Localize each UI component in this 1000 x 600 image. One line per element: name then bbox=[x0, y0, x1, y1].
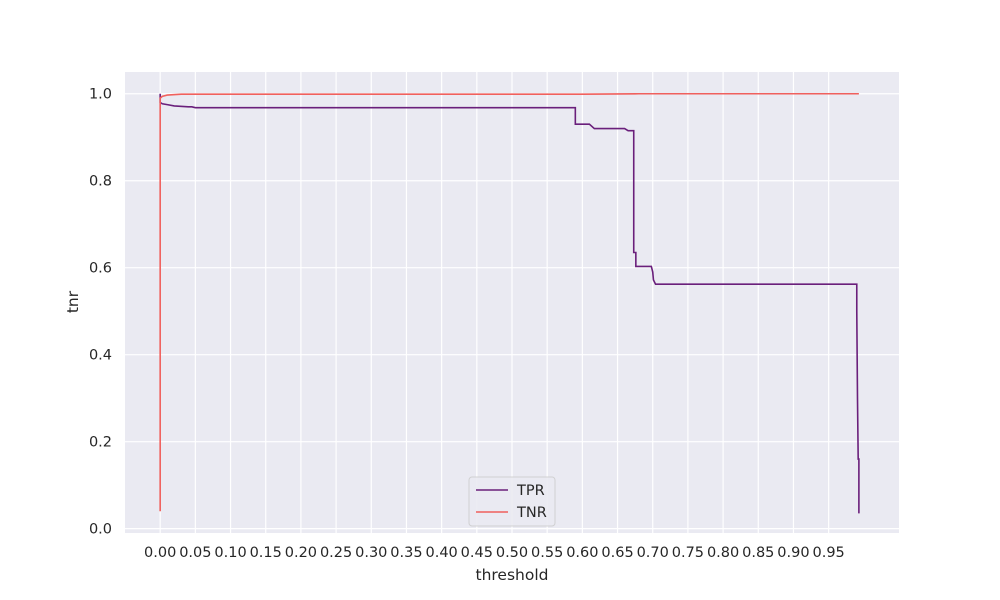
series-line-tpr bbox=[159, 93, 860, 514]
legend: TPR TNR bbox=[468, 476, 556, 527]
x-tick-label: 0.40 bbox=[425, 545, 457, 561]
y-tick-label: 0.8 bbox=[89, 174, 112, 190]
x-tick-label: 0.95 bbox=[812, 545, 844, 561]
x-tick-label: 0.30 bbox=[355, 545, 387, 561]
x-tick-label: 0.00 bbox=[144, 545, 176, 561]
x-tick-label: 0.20 bbox=[285, 545, 317, 561]
x-tick-label: 0.65 bbox=[601, 545, 633, 561]
y-tick-label: 0.0 bbox=[89, 522, 112, 538]
legend-label-tpr: TPR bbox=[516, 483, 545, 499]
x-tick-label: 0.45 bbox=[461, 545, 493, 561]
series-layer bbox=[159, 92, 860, 514]
x-tick-label: 0.50 bbox=[496, 545, 528, 561]
legend-label-tnr: TNR bbox=[516, 505, 547, 521]
x-tick-label: 0.15 bbox=[250, 545, 282, 561]
x-tick-label: 0.55 bbox=[531, 545, 563, 561]
x-tick-label: 0.05 bbox=[179, 545, 211, 561]
x-tick-label: 0.85 bbox=[742, 545, 774, 561]
x-tick-label: 0.90 bbox=[777, 545, 809, 561]
series-line-tnr bbox=[159, 92, 859, 512]
x-tick-labels: 0.00 0.05 0.10 0.15 0.20 0.25 0.30 0.35 0.40 0.45… bbox=[144, 545, 845, 561]
x-tick-label: 0.60 bbox=[566, 545, 598, 561]
y-tick-label: 0.2 bbox=[89, 435, 112, 451]
x-tick-label: 0.35 bbox=[390, 545, 422, 561]
x-tick-label: 0.10 bbox=[214, 545, 246, 561]
y-axis-title: tnr bbox=[64, 290, 82, 313]
y-tick-label: 0.4 bbox=[89, 348, 112, 364]
y-tick-label: 1.0 bbox=[89, 87, 112, 103]
x-tick-label: 0.25 bbox=[320, 545, 352, 561]
x-tick-label: 0.75 bbox=[672, 545, 704, 561]
x-tick-label: 0.80 bbox=[707, 545, 739, 561]
x-axis-title: threshold bbox=[476, 566, 549, 584]
y-tick-label: 0.6 bbox=[89, 261, 112, 277]
x-tick-label: 0.70 bbox=[637, 545, 669, 561]
y-tick-labels: 0.0 0.2 0.4 0.6 0.8 1.0 bbox=[89, 87, 112, 538]
